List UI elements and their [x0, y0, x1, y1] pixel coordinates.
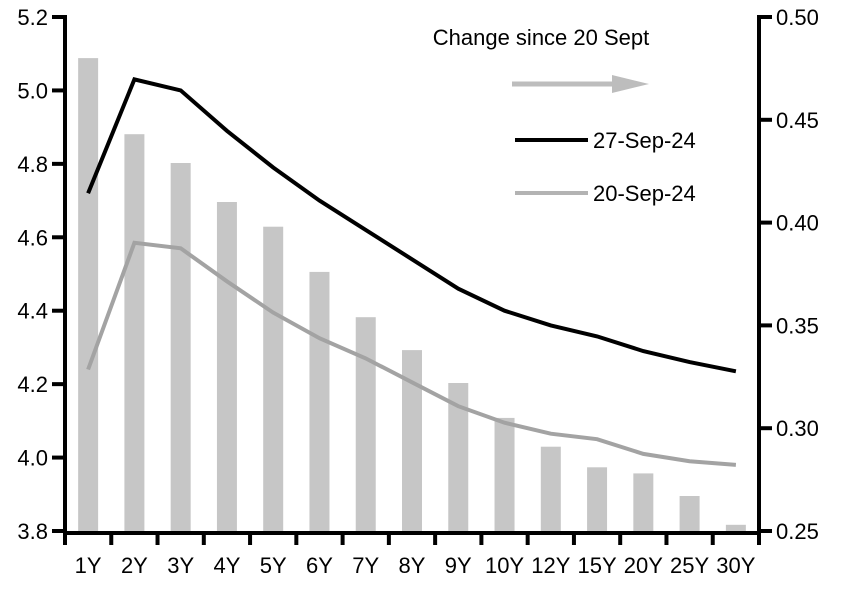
- left-axis-tick-label: 4.8: [17, 152, 48, 177]
- right-axis-tick-label: 0.25: [776, 519, 819, 544]
- x-axis-label-20Y: 20Y: [624, 553, 663, 578]
- left-axis-tick-label: 4.2: [17, 372, 48, 397]
- right-axis-tick-label: 0.35: [776, 313, 819, 338]
- left-y-axis: 5.2 5.0 4.8 4.6 4.4 4.2 4.0 3.8: [17, 5, 67, 544]
- right-y-axis: 0.50 0.45 0.40 0.35 0.30 0.25: [757, 5, 819, 544]
- left-axis-tick-label: 4.4: [17, 299, 48, 324]
- bar-30Y: [725, 524, 746, 531]
- bar-12Y: [540, 446, 561, 531]
- line-series-27-sep-24: [86, 77, 737, 374]
- bar-4Y: [216, 202, 237, 531]
- x-axis: 1Y 2Y 3Y 4Y 5Y 6Y 7Y 8Y 9Y 10Y 12Y 15Y 20Y 25Y 30Y: [63, 531, 761, 578]
- x-axis-label-25Y: 25Y: [670, 553, 709, 578]
- legend-title: Change since 20 Sept: [433, 25, 650, 50]
- x-axis-label-3Y: 3Y: [167, 553, 194, 578]
- right-axis-tick-label: 0.50: [776, 5, 819, 30]
- x-axis-label-2Y: 2Y: [121, 553, 148, 578]
- x-axis-label-7Y: 7Y: [352, 553, 379, 578]
- left-axis-tick-label: 4.6: [17, 225, 48, 250]
- bar-1Y: [78, 58, 99, 531]
- bar-25Y: [679, 496, 700, 531]
- bar-7Y: [355, 317, 376, 531]
- left-axis-tick-label: 3.8: [17, 519, 48, 544]
- left-axis-tick-label: 5.0: [17, 78, 48, 103]
- right-axis-tick-label: 0.30: [776, 416, 819, 441]
- bar-15Y: [587, 467, 608, 531]
- right-axis-tick-label: 0.45: [776, 108, 819, 133]
- bar-3Y: [170, 163, 191, 531]
- bar-series-change-since-20-sept: [78, 58, 746, 531]
- line-series-20-sep-24: [86, 240, 737, 467]
- bar-8Y: [402, 350, 422, 531]
- x-axis-label-4Y: 4Y: [213, 553, 240, 578]
- legend: Change since 20 Sept 27-Sep-24 20-Sep-24: [433, 25, 696, 206]
- line-27-sep-24: [86, 77, 737, 374]
- legend-label-20-sep-24: 20-Sep-24: [593, 181, 696, 206]
- line-20-sep-24: [86, 240, 737, 467]
- left-axis-tick-label: 4.0: [17, 446, 48, 471]
- bar-2Y: [124, 134, 145, 531]
- bar-5Y: [263, 226, 284, 531]
- x-axis-label-1Y: 1Y: [75, 553, 102, 578]
- left-axis-tick-label: 5.2: [17, 5, 48, 30]
- x-axis-label-6Y: 6Y: [306, 553, 333, 578]
- x-axis-label-10Y: 10Y: [485, 553, 524, 578]
- right-arrow-icon: [512, 75, 649, 93]
- legend-entry-27-sep-24: 27-Sep-24: [515, 128, 696, 153]
- x-axis-label-8Y: 8Y: [399, 553, 426, 578]
- x-axis-label-5Y: 5Y: [260, 553, 287, 578]
- x-axis-label-12Y: 12Y: [531, 553, 570, 578]
- x-axis-label-9Y: 9Y: [445, 553, 472, 578]
- legend-entry-20-sep-24: 20-Sep-24: [515, 181, 696, 206]
- bar-6Y: [309, 271, 330, 531]
- right-axis-tick-label: 0.40: [776, 211, 819, 236]
- bar-20Y: [633, 473, 654, 531]
- bar-10Y: [494, 417, 515, 531]
- legend-label-27-sep-24: 27-Sep-24: [593, 128, 696, 153]
- x-axis-label-15Y: 15Y: [577, 553, 616, 578]
- bar-9Y: [448, 383, 469, 531]
- x-axis-label-30Y: 30Y: [716, 553, 755, 578]
